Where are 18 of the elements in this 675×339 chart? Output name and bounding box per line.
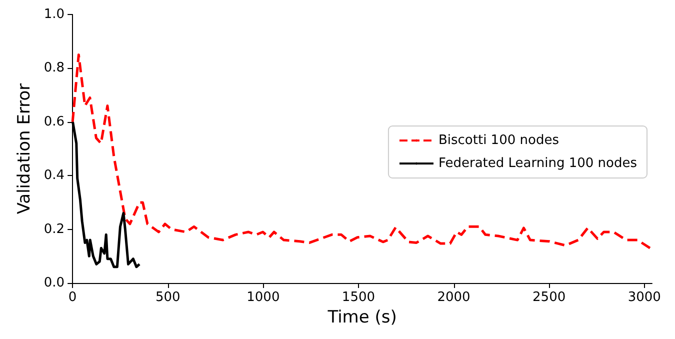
x-tick-label: 2000 — [437, 290, 470, 305]
y-tick-label: 0.2 — [44, 222, 65, 237]
y-tick-label: 0.4 — [44, 168, 65, 184]
y-tick-label: 0.8 — [44, 60, 65, 76]
y-tick-label: 0.0 — [44, 276, 65, 290]
x-tick-label: 500 — [155, 290, 180, 305]
y-tick-label: 1.0 — [44, 7, 65, 22]
x-axis-title: Time (s) — [326, 307, 397, 328]
x-tick-label: 1000 — [246, 290, 280, 305]
x-tick-label: 1500 — [342, 290, 376, 305]
y-tick-label: 0.6 — [44, 114, 65, 130]
x-tick-label: 0 — [68, 290, 77, 305]
x-tick-label: 3000 — [628, 290, 661, 305]
x-tick-label: 2500 — [532, 290, 566, 305]
legend-label: Biscotti 100 nodes — [438, 133, 560, 148]
line-series — [71, 54, 652, 250]
y-axis-title: Validation Error — [14, 83, 34, 214]
legend-label: Federated Learning 100 nodes — [438, 156, 638, 171]
